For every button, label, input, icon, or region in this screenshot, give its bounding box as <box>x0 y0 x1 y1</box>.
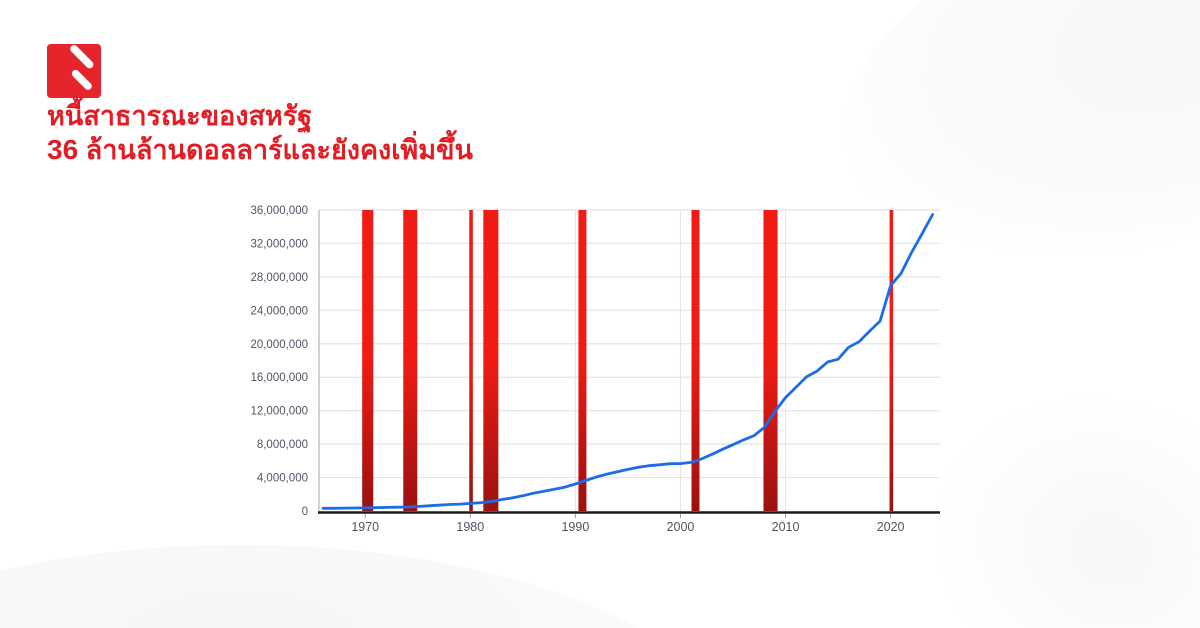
y-axis-label: 24,000,000 <box>250 305 308 317</box>
y-axis-label: 20,000,000 <box>250 339 308 351</box>
debt-line <box>321 213 934 510</box>
y-axis-label: 12,000,000 <box>250 406 308 418</box>
recession-band <box>578 210 587 511</box>
background-swoosh-bottom-left <box>0 545 740 628</box>
recession-band <box>763 210 778 511</box>
recession-band <box>362 210 374 511</box>
headline-line2-text: ล้านล้านดอลลาร์และยังคงเพิ่มขึ้น <box>78 135 473 165</box>
brand-logo <box>47 44 101 98</box>
y-axis-label: 36,000,000 <box>250 205 308 217</box>
x-axis-label: 1990 <box>561 520 589 534</box>
headline-line1: หนี้สาธารณะของสหรัฐ <box>47 101 313 131</box>
brand-logo-icon <box>47 44 101 98</box>
x-axis-label: 2010 <box>772 520 800 534</box>
y-axis-label: 8,000,000 <box>257 439 308 451</box>
recession-band <box>403 210 418 511</box>
y-axis-label: 32,000,000 <box>250 238 308 250</box>
y-axis-label: 0 <box>302 506 308 518</box>
chart-svg: 0 4,000,000 8,000,000 12,000,000 16,000,000 2… <box>250 205 940 534</box>
x-axis-label: 1980 <box>456 520 484 534</box>
y-axis-label: 4,000,000 <box>257 473 308 485</box>
recession-band <box>691 210 700 511</box>
us-public-debt-chart: 0 4,000,000 8,000,000 12,000,000 16,000,000 2… <box>230 190 960 550</box>
recession-band <box>469 210 473 511</box>
recession-band <box>483 210 499 511</box>
recession-band <box>889 210 894 511</box>
y-axis-label: 16,000,000 <box>250 372 308 384</box>
headline-amount: 36 <box>47 134 79 165</box>
x-axis-label: 2000 <box>667 520 695 534</box>
headline: หนี้สาธารณะของสหรัฐ 36 ล้านล้านดอลลาร์แล… <box>47 100 473 167</box>
headline-line2: 36 ล้านล้านดอลลาร์และยังคงเพิ่มขึ้น <box>47 133 473 167</box>
y-axis-label: 28,000,000 <box>250 272 308 284</box>
x-axis-label: 2020 <box>877 520 905 534</box>
x-axis-label: 1970 <box>351 520 379 534</box>
